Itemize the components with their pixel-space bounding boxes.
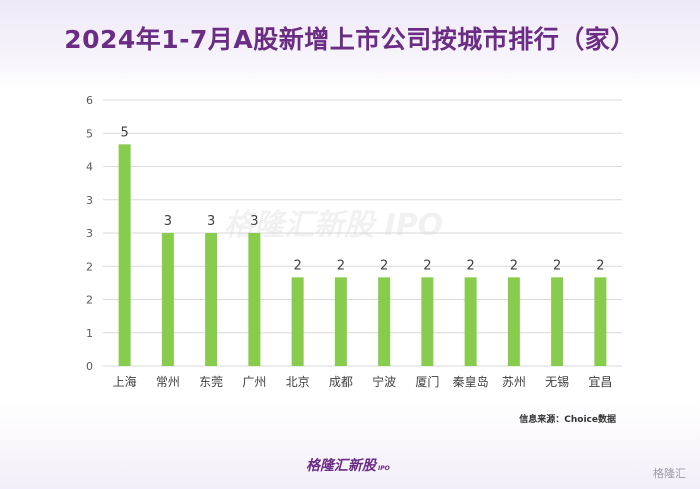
bar-chart: 0 1 2 2 3 3 4 5 6 5 上海 3 常州 3 东莞 3 广州 2 北京 2 成都 2 宁波 2 厦门 2 秦皇岛 2 苏州…	[86, 94, 622, 389]
bar	[378, 277, 391, 366]
x-tick-label: 东莞	[199, 375, 223, 389]
x-tick-label: 北京	[286, 375, 310, 389]
brand-logo: 格隆汇新股 IPO	[306, 455, 390, 475]
corner-logo: 格隆汇	[653, 467, 686, 480]
data-label: 3	[207, 214, 215, 229]
data-label: 2	[553, 258, 561, 273]
x-tick-label: 苏州	[502, 375, 526, 389]
bar	[291, 277, 304, 366]
data-label: 2	[596, 258, 604, 273]
data-label: 2	[510, 258, 518, 273]
y-tick-label: 2	[86, 260, 93, 273]
bar	[334, 277, 347, 366]
source-note: 信息来源：Choice数据	[519, 415, 616, 425]
brand-suffix: IPO	[378, 465, 390, 472]
x-tick-label: 常州	[156, 375, 180, 389]
x-tick-label: 上海	[113, 374, 137, 389]
bar	[421, 277, 434, 366]
y-tick-label: 0	[86, 360, 93, 373]
data-label: 2	[423, 258, 431, 273]
x-tick-label: 广州	[242, 375, 266, 389]
data-label: 3	[250, 214, 258, 229]
bar	[507, 277, 520, 366]
x-tick-label: 厦门	[415, 374, 439, 389]
data-label: 2	[337, 258, 345, 273]
y-tick-label: 6	[86, 94, 93, 107]
data-label: 2	[293, 258, 301, 273]
x-tick-label: 秦皇岛	[453, 374, 489, 389]
chart-title: 2024年1-7月A股新增上市公司按城市排行（家）	[64, 25, 636, 54]
bar	[118, 144, 131, 366]
y-tick-label: 3	[86, 194, 93, 207]
y-tick-label: 5	[86, 127, 93, 140]
bar	[205, 233, 218, 366]
y-tick-label: 3	[86, 227, 93, 240]
y-tick-label: 2	[86, 294, 93, 307]
data-label: 5	[120, 125, 128, 140]
data-label: 3	[164, 214, 172, 229]
bar	[594, 277, 607, 366]
bar	[551, 277, 564, 366]
bar	[161, 233, 174, 366]
data-label: 2	[380, 258, 388, 273]
x-tick-label: 宁波	[372, 374, 396, 389]
x-tick-label: 无锡	[545, 374, 569, 389]
x-tick-label: 宜昌	[588, 374, 612, 389]
bar	[464, 277, 477, 366]
y-tick-label: 4	[86, 161, 93, 174]
data-label: 2	[466, 258, 474, 273]
watermark: 格隆汇新股 IPO	[224, 208, 444, 243]
brand-name: 格隆汇新股	[306, 458, 376, 474]
y-tick-label: 1	[86, 327, 93, 340]
bar	[248, 233, 261, 366]
x-tick-label: 成都	[329, 375, 353, 389]
